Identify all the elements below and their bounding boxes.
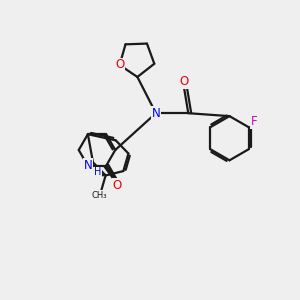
Text: O: O <box>115 58 124 71</box>
Text: O: O <box>179 75 188 88</box>
Text: H: H <box>94 167 101 177</box>
Text: CH₃: CH₃ <box>91 191 107 200</box>
Text: O: O <box>113 179 122 192</box>
Text: F: F <box>250 116 257 128</box>
Text: N: N <box>83 159 92 172</box>
Text: N: N <box>152 107 160 120</box>
